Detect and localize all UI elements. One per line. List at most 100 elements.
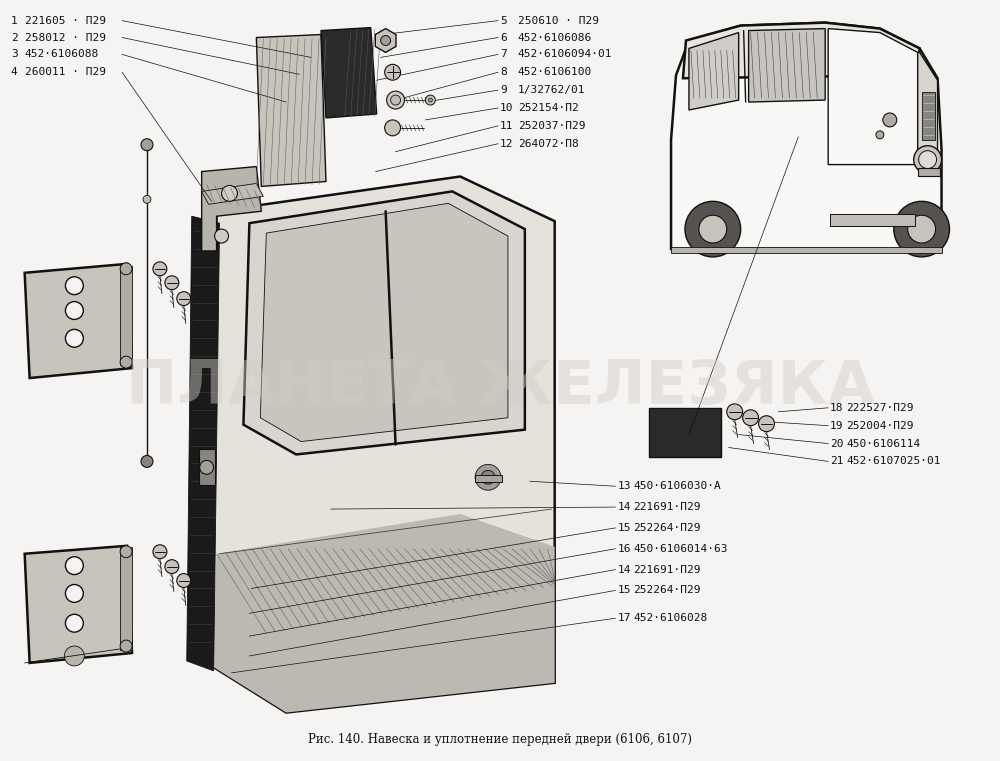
Circle shape (200, 460, 214, 474)
Text: 20: 20 (830, 438, 844, 448)
Text: 264072·П8: 264072·П8 (518, 139, 579, 148)
Circle shape (143, 196, 151, 203)
Circle shape (481, 470, 495, 484)
Text: 252154·П2: 252154·П2 (518, 103, 579, 113)
Text: 452·6106086: 452·6106086 (518, 33, 592, 43)
Text: 7: 7 (500, 49, 507, 59)
Circle shape (894, 202, 949, 257)
Text: 450·6106014·63: 450·6106014·63 (633, 544, 728, 554)
Text: 4: 4 (11, 67, 17, 78)
Polygon shape (202, 183, 263, 204)
Text: 8: 8 (500, 67, 507, 78)
Text: 250610 · П29: 250610 · П29 (518, 16, 599, 26)
Circle shape (727, 404, 743, 420)
Text: 5: 5 (500, 16, 507, 26)
Circle shape (120, 546, 132, 558)
Bar (671, 247, 942, 253)
Circle shape (685, 202, 741, 257)
Text: 1: 1 (11, 16, 17, 26)
Polygon shape (202, 167, 261, 251)
Circle shape (385, 120, 401, 135)
Circle shape (699, 215, 727, 243)
Polygon shape (212, 514, 555, 712)
Bar (649, 408, 721, 457)
Text: 252037·П29: 252037·П29 (518, 121, 585, 131)
Text: 452·6106088: 452·6106088 (25, 49, 99, 59)
Polygon shape (212, 177, 555, 712)
Circle shape (391, 95, 401, 105)
Text: 14: 14 (617, 565, 631, 575)
Text: 221691·П29: 221691·П29 (633, 502, 701, 512)
Circle shape (153, 262, 167, 275)
Polygon shape (243, 191, 525, 454)
Text: 450·6106030·A: 450·6106030·A (633, 481, 721, 491)
Text: 252004·П29: 252004·П29 (846, 421, 914, 431)
Polygon shape (475, 476, 502, 482)
Text: 10: 10 (500, 103, 514, 113)
Circle shape (222, 186, 237, 202)
Circle shape (165, 559, 179, 574)
Circle shape (177, 574, 191, 587)
Text: 222527·П29: 222527·П29 (846, 403, 914, 412)
Text: 1/32762/01: 1/32762/01 (518, 85, 585, 95)
Circle shape (165, 275, 179, 290)
Text: ПЛАНЕТА ЖЕЛЕЗЯКА: ПЛАНЕТА ЖЕЛЕЗЯКА (126, 358, 874, 418)
Text: 2: 2 (11, 33, 17, 43)
Text: 19: 19 (830, 421, 844, 431)
Circle shape (743, 409, 759, 425)
Circle shape (177, 291, 191, 306)
Text: 15: 15 (617, 523, 631, 533)
Polygon shape (683, 23, 920, 78)
Circle shape (120, 640, 132, 652)
Circle shape (908, 215, 936, 243)
Polygon shape (689, 33, 739, 110)
Circle shape (65, 301, 83, 320)
Circle shape (475, 464, 501, 490)
Circle shape (883, 113, 897, 127)
Polygon shape (120, 266, 132, 365)
Text: 6: 6 (500, 33, 507, 43)
Text: 221691·П29: 221691·П29 (633, 565, 701, 575)
Text: 221605 · П29: 221605 · П29 (25, 16, 106, 26)
Circle shape (428, 98, 432, 102)
Circle shape (64, 646, 84, 666)
Text: 3: 3 (11, 49, 17, 59)
Polygon shape (256, 34, 326, 186)
Text: 21: 21 (830, 457, 844, 466)
Polygon shape (922, 92, 935, 140)
Text: 12: 12 (500, 139, 514, 148)
Polygon shape (199, 450, 215, 486)
Circle shape (65, 330, 83, 347)
Text: 258012 · П29: 258012 · П29 (25, 33, 106, 43)
Circle shape (876, 131, 884, 139)
Text: 452·6106100: 452·6106100 (518, 67, 592, 78)
Circle shape (215, 229, 229, 243)
Circle shape (425, 95, 435, 105)
Circle shape (65, 614, 83, 632)
Circle shape (919, 151, 937, 168)
Circle shape (65, 557, 83, 575)
Circle shape (385, 65, 401, 80)
Text: 14: 14 (617, 502, 631, 512)
Bar (918, 167, 940, 176)
Circle shape (141, 455, 153, 467)
Bar (830, 215, 915, 226)
Text: 15: 15 (617, 585, 631, 595)
Text: 16: 16 (617, 544, 631, 554)
Circle shape (120, 263, 132, 275)
Text: 260011 · П29: 260011 · П29 (25, 67, 106, 78)
Text: 11: 11 (500, 121, 514, 131)
Circle shape (759, 416, 774, 431)
Polygon shape (187, 216, 220, 671)
Polygon shape (25, 264, 132, 378)
Circle shape (387, 91, 405, 109)
Circle shape (65, 584, 83, 603)
Text: 452·6106094·01: 452·6106094·01 (518, 49, 612, 59)
Text: Рис. 140. Навеска и уплотнение передней двери (6106, 6107): Рис. 140. Навеска и уплотнение передней … (308, 733, 692, 746)
Circle shape (120, 356, 132, 368)
Polygon shape (120, 546, 132, 650)
Polygon shape (918, 53, 938, 164)
Polygon shape (260, 203, 508, 441)
Text: 252264·П29: 252264·П29 (633, 585, 701, 595)
Circle shape (65, 277, 83, 295)
